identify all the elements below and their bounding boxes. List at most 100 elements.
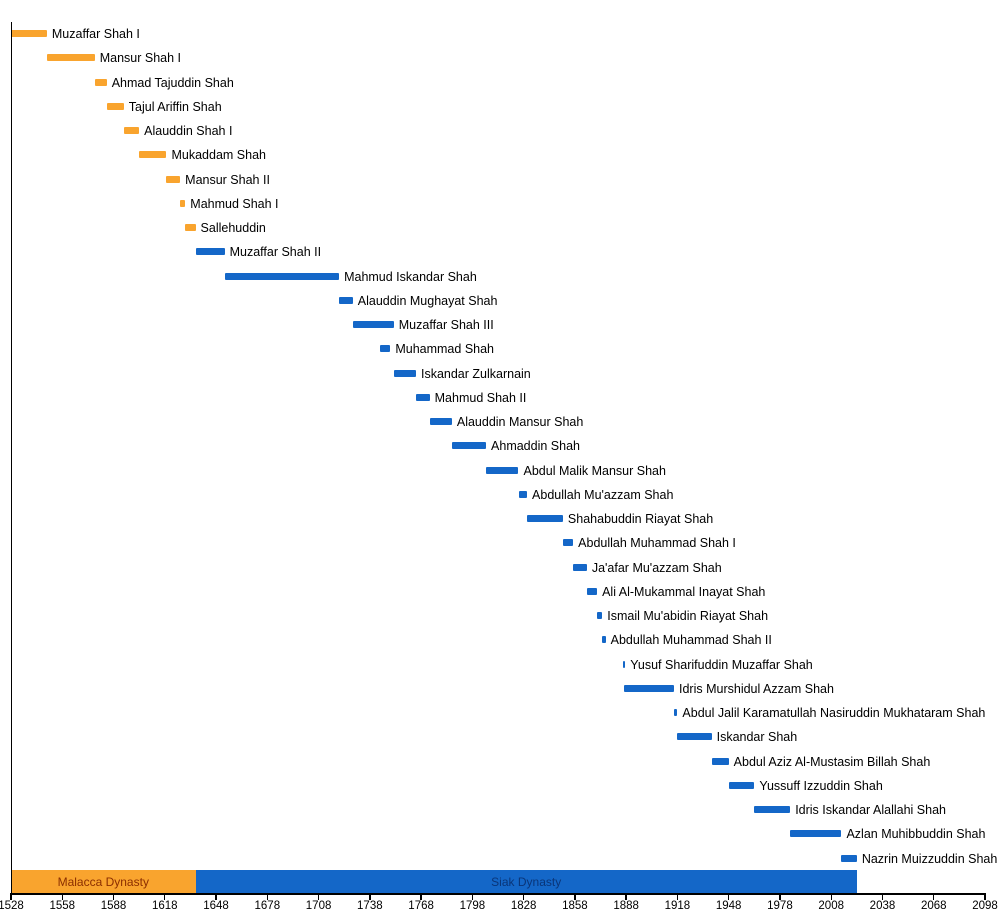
axis-tick-label: 2038 bbox=[869, 900, 896, 912]
reign-bar bbox=[597, 612, 603, 619]
reign-bar bbox=[380, 345, 391, 353]
reign-bar bbox=[195, 248, 225, 256]
reign-bar bbox=[573, 563, 587, 571]
reign-bar bbox=[46, 54, 95, 62]
axis-tick bbox=[984, 894, 986, 900]
dynasty-band: Malacca Dynasty bbox=[11, 869, 196, 894]
reign-bar bbox=[352, 321, 394, 328]
reign-bar bbox=[586, 587, 598, 595]
axis-tick-label: 1708 bbox=[305, 900, 332, 912]
reign-label: Mahmud Shah I bbox=[190, 196, 279, 211]
axis-tick bbox=[369, 894, 371, 900]
dynasty-band-label: Malacca Dynasty bbox=[57, 874, 149, 889]
reign-label: Muzaffar Shah I bbox=[51, 26, 140, 41]
reign-label: Tajul Ariffin Shah bbox=[128, 99, 222, 114]
reign-label: Abdul Jalil Karamatullah Nasiruddin Mukh… bbox=[682, 705, 986, 720]
reign-label: Alauddin Mansur Shah bbox=[456, 414, 584, 429]
reign-bar bbox=[429, 418, 452, 425]
reign-bar bbox=[123, 127, 140, 134]
axis-tick bbox=[266, 894, 268, 900]
axis-tick bbox=[471, 894, 474, 900]
axis-tick-label: 2008 bbox=[818, 900, 844, 912]
axis-tick bbox=[881, 894, 884, 900]
reign-label: Shahabuddin Riayat Shah bbox=[567, 511, 714, 526]
reign-bar bbox=[624, 684, 674, 692]
axis-tick-label: 1768 bbox=[408, 900, 434, 912]
reign-bar bbox=[393, 369, 416, 377]
reign-bar bbox=[527, 515, 563, 522]
reign-label: Mahmud Shah II bbox=[434, 390, 527, 405]
reign-bar bbox=[677, 733, 712, 741]
axis-tick bbox=[522, 894, 525, 900]
reign-label: Muhammad Shah bbox=[395, 342, 495, 356]
reign-bar bbox=[841, 854, 857, 862]
reign-bar bbox=[562, 539, 574, 547]
reign-label: Yusuf Sharifuddin Muzaffar Shah bbox=[630, 657, 813, 672]
reign-label: Yussuff Izzuddin Shah bbox=[759, 778, 883, 793]
reign-label: Nazrin Muizzuddin Shah bbox=[861, 851, 998, 866]
axis-tick bbox=[676, 894, 679, 900]
dynasty-band-label: Siak Dynasty bbox=[491, 874, 562, 889]
reign-label: Abdul Aziz Al-Mustasim Billah Shah bbox=[733, 754, 931, 769]
reign-bar bbox=[674, 709, 678, 716]
reign-label: Mansur Shah I bbox=[99, 51, 182, 65]
reign-bar bbox=[622, 660, 626, 668]
axis-tick bbox=[830, 894, 832, 900]
reign-label: Ahmaddin Shah bbox=[491, 439, 580, 453]
reign-label: Ali Al-Mukammal Inayat Shah bbox=[602, 584, 766, 599]
axis-tick-label: 1948 bbox=[715, 900, 742, 912]
reign-label: Azlan Muhibbuddin Shah bbox=[846, 827, 986, 841]
reign-label: Idris Murshidul Azzam Shah bbox=[679, 681, 834, 696]
axis-tick-label: 1798 bbox=[459, 900, 486, 912]
axis-tick bbox=[10, 894, 12, 900]
reign-label: Ja'afar Mu'azzam Shah bbox=[591, 560, 722, 575]
reign-label: Abdul Malik Mansur Shah bbox=[523, 463, 666, 478]
axis-tick bbox=[420, 894, 422, 900]
dynasty-band: Siak Dynasty bbox=[195, 869, 857, 894]
y-axis-line bbox=[10, 22, 12, 894]
reign-bar bbox=[790, 830, 842, 838]
axis-tick bbox=[164, 894, 166, 900]
reign-label: Idris Iskandar Alallahi Shah bbox=[795, 802, 946, 817]
axis-tick-label: 1828 bbox=[510, 900, 537, 912]
axis-tick-label: 1738 bbox=[357, 900, 383, 912]
reign-label: Mukaddam Shah bbox=[171, 148, 266, 162]
reign-label: Ahmad Tajuddin Shah bbox=[111, 75, 234, 90]
reign-label: Muzaffar Shah III bbox=[398, 317, 494, 332]
axis-tick bbox=[317, 894, 320, 900]
axis-tick bbox=[215, 894, 217, 900]
reign-bar bbox=[518, 490, 528, 498]
reign-bar bbox=[139, 151, 167, 159]
reign-bar bbox=[11, 30, 47, 37]
axis-tick-label: 1588 bbox=[100, 900, 127, 912]
axis-tick-label: 1648 bbox=[203, 900, 229, 912]
reign-label: Iskandar Zulkarnain bbox=[420, 366, 531, 381]
x-axis-line bbox=[10, 893, 986, 895]
axis-tick-label: 1978 bbox=[767, 900, 793, 912]
reign-label: Muzaffar Shah II bbox=[229, 245, 322, 259]
reign-bar bbox=[754, 806, 791, 813]
reign-label: Iskandar Shah bbox=[716, 730, 798, 744]
reign-label: Alauddin Shah I bbox=[144, 123, 233, 138]
reign-label: Ismail Mu'abidin Riayat Shah bbox=[607, 608, 769, 623]
reign-bar bbox=[106, 102, 124, 110]
axis-tick-label: 1528 bbox=[0, 900, 24, 912]
reign-bar bbox=[711, 757, 729, 765]
reign-bar bbox=[94, 78, 107, 86]
reign-label: Abdullah Muhammad Shah I bbox=[578, 536, 736, 550]
axis-tick bbox=[625, 894, 627, 900]
reign-label: Abdullah Mu'azzam Shah bbox=[532, 487, 674, 502]
axis-tick bbox=[779, 894, 781, 900]
reign-bar bbox=[185, 224, 196, 231]
axis-tick-label: 1888 bbox=[613, 900, 639, 912]
axis-tick-label: 1558 bbox=[49, 900, 76, 912]
axis-tick-label: 2068 bbox=[920, 900, 947, 912]
axis-tick bbox=[61, 894, 63, 900]
axis-tick-label: 1678 bbox=[254, 900, 281, 912]
reign-bar bbox=[602, 636, 606, 644]
reign-bar bbox=[451, 442, 487, 450]
reign-bar bbox=[180, 199, 186, 207]
reign-bar bbox=[339, 296, 353, 304]
axis-tick bbox=[933, 894, 935, 900]
